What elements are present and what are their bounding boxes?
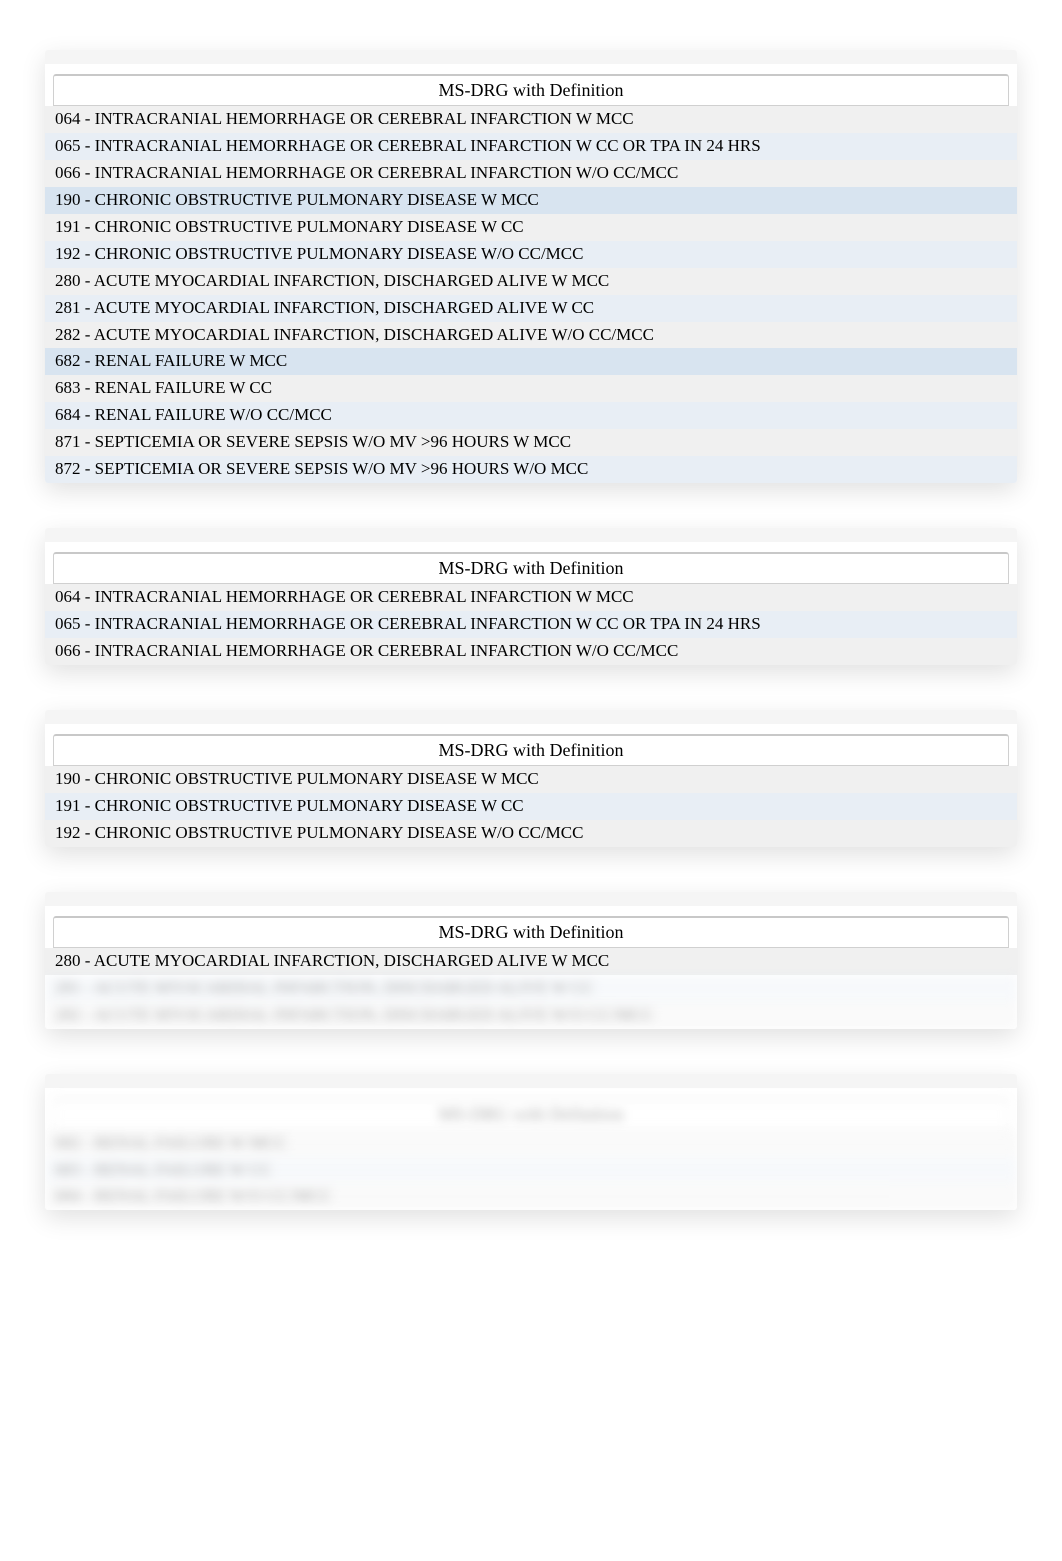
table-row: 064 - INTRACRANIAL HEMORRHAGE OR CEREBRA… bbox=[45, 106, 1017, 133]
table-row: 684 - RENAL FAILURE W/O CC/MCC bbox=[45, 402, 1017, 429]
table-row: 192 - CHRONIC OBSTRUCTIVE PULMONARY DISE… bbox=[45, 241, 1017, 268]
table-row: 191 - CHRONIC OBSTRUCTIVE PULMONARY DISE… bbox=[45, 214, 1017, 241]
panel-header: MS-DRG with Definition bbox=[53, 734, 1009, 766]
table-row: 872 - SEPTICEMIA OR SEVERE SEPSIS W/O MV… bbox=[45, 456, 1017, 483]
table-row: 191 - CHRONIC OBSTRUCTIVE PULMONARY DISE… bbox=[45, 793, 1017, 820]
table-row: 682 - RENAL FAILURE W MCC bbox=[45, 348, 1017, 375]
drg-panel: MS-DRG with Definition280 - ACUTE MYOCAR… bbox=[45, 892, 1017, 1029]
table-row: 192 - CHRONIC OBSTRUCTIVE PULMONARY DISE… bbox=[45, 820, 1017, 847]
drg-panel: MS-DRG with Definition682 - RENAL FAILUR… bbox=[45, 1074, 1017, 1211]
panel-header: MS-DRG with Definition bbox=[53, 74, 1009, 106]
document-content: MS-DRG with Definition064 - INTRACRANIAL… bbox=[45, 50, 1017, 1210]
table-row: 280 - ACUTE MYOCARDIAL INFARCTION, DISCH… bbox=[45, 948, 1017, 975]
table-row: 281 - ACUTE MYOCARDIAL INFARCTION, DISCH… bbox=[45, 295, 1017, 322]
table-row: 871 - SEPTICEMIA OR SEVERE SEPSIS W/O MV… bbox=[45, 429, 1017, 456]
table-row: 190 - CHRONIC OBSTRUCTIVE PULMONARY DISE… bbox=[45, 187, 1017, 214]
table-row: 065 - INTRACRANIAL HEMORRHAGE OR CEREBRA… bbox=[45, 611, 1017, 638]
panel-header: MS-DRG with Definition bbox=[53, 916, 1009, 948]
table-row: 683 - RENAL FAILURE W CC bbox=[45, 1157, 1017, 1184]
panel-header: MS-DRG with Definition bbox=[53, 1098, 1009, 1130]
table-row: 282 - ACUTE MYOCARDIAL INFARCTION, DISCH… bbox=[45, 322, 1017, 349]
drg-panel: MS-DRG with Definition190 - CHRONIC OBST… bbox=[45, 710, 1017, 847]
table-row: 282 - ACUTE MYOCARDIAL INFARCTION, DISCH… bbox=[45, 1002, 1017, 1029]
table-row: 280 - ACUTE MYOCARDIAL INFARCTION, DISCH… bbox=[45, 268, 1017, 295]
table-row: 684 - RENAL FAILURE W/O CC/MCC bbox=[45, 1183, 1017, 1210]
panel-header: MS-DRG with Definition bbox=[53, 552, 1009, 584]
drg-panel: MS-DRG with Definition064 - INTRACRANIAL… bbox=[45, 528, 1017, 665]
table-row: 281 - ACUTE MYOCARDIAL INFARCTION, DISCH… bbox=[45, 975, 1017, 1002]
drg-panel: MS-DRG with Definition064 - INTRACRANIAL… bbox=[45, 50, 1017, 483]
table-row: 066 - INTRACRANIAL HEMORRHAGE OR CEREBRA… bbox=[45, 638, 1017, 665]
table-row: 066 - INTRACRANIAL HEMORRHAGE OR CEREBRA… bbox=[45, 160, 1017, 187]
table-row: 683 - RENAL FAILURE W CC bbox=[45, 375, 1017, 402]
table-row: 190 - CHRONIC OBSTRUCTIVE PULMONARY DISE… bbox=[45, 766, 1017, 793]
table-row: 064 - INTRACRANIAL HEMORRHAGE OR CEREBRA… bbox=[45, 584, 1017, 611]
table-row: 065 - INTRACRANIAL HEMORRHAGE OR CEREBRA… bbox=[45, 133, 1017, 160]
table-row: 682 - RENAL FAILURE W MCC bbox=[45, 1130, 1017, 1157]
